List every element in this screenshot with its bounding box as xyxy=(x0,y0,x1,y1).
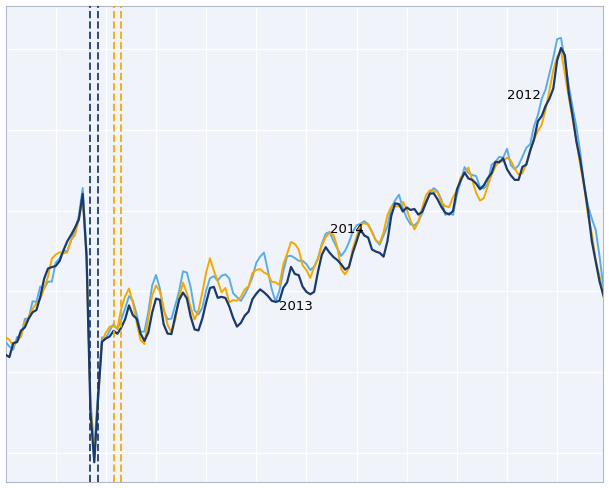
Text: 2014: 2014 xyxy=(329,223,364,236)
Text: 2012: 2012 xyxy=(507,89,541,102)
Text: 2013: 2013 xyxy=(280,300,313,313)
